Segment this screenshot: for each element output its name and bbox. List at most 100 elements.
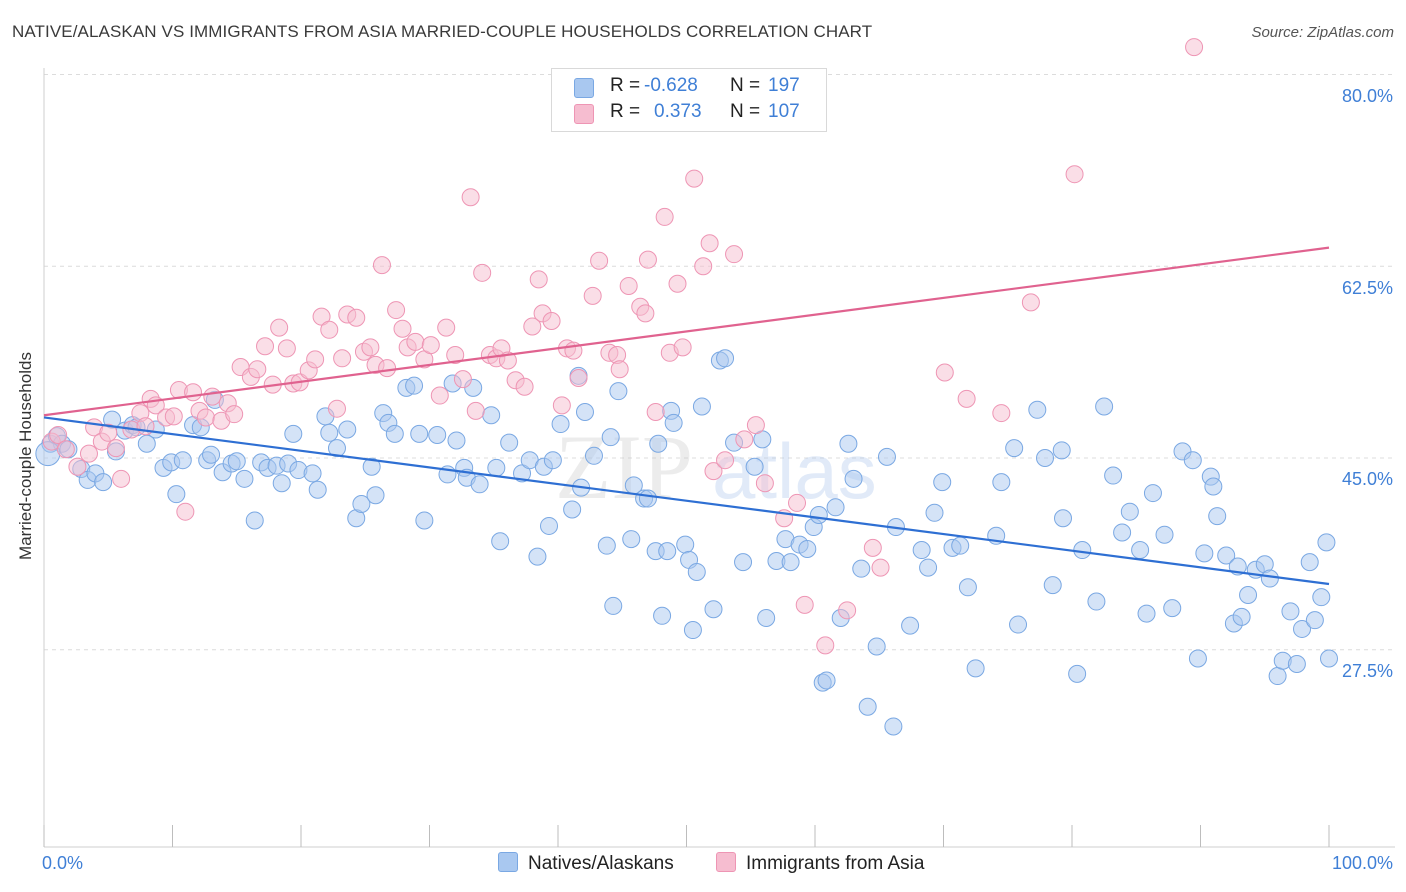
- point-immigrants-asia: [453, 370, 472, 389]
- point-immigrants-asia: [838, 601, 857, 620]
- point-natives-alaskans: [1143, 484, 1162, 503]
- trendline-immigrants-asia: [43, 246, 1330, 417]
- point-natives-alaskans: [1163, 599, 1182, 618]
- point-immigrants-asia: [393, 319, 412, 338]
- point-immigrants-asia: [788, 493, 807, 512]
- point-natives-alaskans: [757, 608, 776, 627]
- point-natives-alaskans: [308, 480, 327, 499]
- point-natives-alaskans: [563, 500, 582, 519]
- point-natives-alaskans: [173, 451, 192, 470]
- point-natives-alaskans: [1260, 569, 1279, 588]
- point-natives-alaskans: [352, 495, 371, 514]
- point-natives-alaskans: [1043, 576, 1062, 595]
- point-natives-alaskans: [575, 402, 594, 421]
- point-immigrants-asia: [406, 332, 425, 351]
- legend-r-label: R =: [610, 75, 641, 96]
- point-natives-alaskans: [919, 558, 938, 577]
- point-natives-alaskans: [410, 424, 429, 443]
- series-natives-alaskans: [35, 349, 1338, 736]
- point-immigrants-asia: [164, 407, 183, 426]
- bottom-legend-label: Immigrants from Asia: [746, 853, 925, 874]
- point-natives-alaskans: [1113, 523, 1132, 542]
- point-natives-alaskans: [513, 464, 532, 483]
- point-natives-alaskans: [877, 447, 896, 466]
- point-immigrants-asia: [515, 377, 534, 396]
- point-natives-alaskans: [664, 413, 683, 432]
- point-natives-alaskans: [958, 578, 977, 597]
- point-natives-alaskans: [992, 473, 1011, 492]
- point-immigrants-asia: [735, 430, 754, 449]
- point-natives-alaskans: [925, 503, 944, 522]
- legend-r-value: 0.373: [654, 101, 702, 122]
- point-immigrants-asia: [725, 245, 744, 264]
- point-natives-alaskans: [137, 434, 156, 453]
- point-immigrants-asia: [320, 320, 339, 339]
- point-natives-alaskans: [867, 637, 886, 656]
- point-immigrants-asia: [196, 408, 215, 427]
- point-immigrants-asia: [68, 457, 87, 476]
- chart-title: NATIVE/ALASKAN VS IMMIGRANTS FROM ASIA M…: [12, 22, 873, 41]
- point-natives-alaskans: [272, 474, 291, 493]
- bottom-swatch-blue: [498, 852, 518, 872]
- point-immigrants-asia: [372, 256, 391, 275]
- point-natives-alaskans: [658, 542, 677, 561]
- point-immigrants-asia: [79, 444, 98, 463]
- point-natives-alaskans: [901, 616, 920, 635]
- point-natives-alaskans: [428, 425, 447, 444]
- point-natives-alaskans: [597, 536, 616, 555]
- point-natives-alaskans: [676, 535, 695, 554]
- x-tick-label-100: 100.0%: [1331, 853, 1393, 873]
- point-immigrants-asia: [473, 263, 492, 282]
- trendline-natives-alaskans: [43, 416, 1330, 586]
- point-natives-alaskans: [653, 606, 672, 625]
- point-natives-alaskans: [966, 659, 985, 678]
- point-immigrants-asia: [256, 337, 275, 356]
- point-natives-alaskans: [798, 539, 817, 558]
- point-immigrants-asia: [327, 399, 346, 418]
- point-natives-alaskans: [500, 433, 519, 452]
- point-natives-alaskans: [609, 382, 628, 401]
- point-natives-alaskans: [1131, 541, 1150, 560]
- x-tick-label-0: 0.0%: [42, 853, 84, 873]
- legend-n-label: N =: [730, 101, 761, 122]
- point-immigrants-asia: [700, 234, 719, 253]
- point-immigrants-asia: [638, 250, 657, 269]
- point-immigrants-asia: [655, 207, 674, 226]
- point-natives-alaskans: [844, 469, 863, 488]
- point-natives-alaskans: [858, 697, 877, 716]
- series-immigrants-asia: [42, 38, 1204, 655]
- trendlines: [43, 246, 1330, 586]
- point-immigrants-asia: [306, 350, 325, 369]
- point-immigrants-asia: [99, 423, 118, 442]
- point-natives-alaskans: [1054, 509, 1073, 528]
- y-tick-label-27-5: 27.5%: [1341, 661, 1393, 681]
- point-immigrants-asia: [112, 469, 131, 488]
- point-natives-alaskans: [1281, 602, 1300, 621]
- point-immigrants-asia: [312, 307, 331, 326]
- point-immigrants-asia: [668, 274, 687, 293]
- point-natives-alaskans: [704, 600, 723, 619]
- point-immigrants-asia: [270, 318, 289, 337]
- y-tick-label-45: 45.0%: [1341, 469, 1393, 489]
- point-natives-alaskans: [202, 445, 221, 464]
- legend-n-value: 107: [768, 101, 800, 122]
- point-natives-alaskans: [1120, 502, 1139, 521]
- point-immigrants-asia: [552, 396, 571, 415]
- bottom-swatch-pink: [716, 852, 736, 872]
- point-natives-alaskans: [1208, 507, 1227, 526]
- point-immigrants-asia: [646, 402, 665, 421]
- point-natives-alaskans: [415, 511, 434, 530]
- point-immigrants-asia: [361, 338, 380, 357]
- y-tick-label-80: 80.0%: [1341, 86, 1393, 106]
- point-immigrants-asia: [466, 401, 485, 420]
- point-natives-alaskans: [1232, 607, 1251, 626]
- point-immigrants-asia: [542, 312, 561, 331]
- point-natives-alaskans: [320, 423, 339, 442]
- point-natives-alaskans: [1036, 449, 1055, 467]
- point-natives-alaskans: [94, 473, 113, 492]
- point-natives-alaskans: [235, 469, 254, 488]
- point-immigrants-asia: [225, 405, 244, 424]
- point-natives-alaskans: [540, 516, 559, 535]
- point-immigrants-asia: [1185, 38, 1204, 57]
- point-natives-alaskans: [601, 428, 620, 447]
